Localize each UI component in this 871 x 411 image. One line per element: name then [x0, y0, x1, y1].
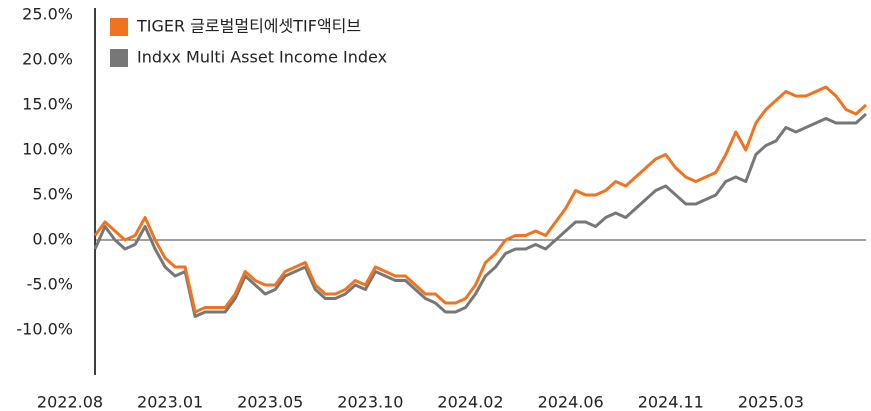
series-line: [93, 112, 868, 318]
series-line: [93, 85, 868, 314]
x-tick-label: 2023.01: [137, 393, 203, 411]
x-tick-label: 2025.03: [738, 393, 804, 411]
y-tick-label: 25.0%: [22, 5, 73, 24]
x-tick-label: 2023.05: [237, 393, 303, 411]
y-tick-label: -10.0%: [16, 320, 73, 339]
legend-label: Indxx Multi Asset Income Index: [137, 48, 387, 67]
legend-swatch: [110, 18, 128, 36]
y-tick-label: 20.0%: [22, 50, 73, 69]
x-tick-label: 2024.06: [538, 393, 604, 411]
legend-label: TIGER 글로벌멀티에셋TIF액티브: [136, 17, 361, 36]
x-tick-label: 2022.08: [37, 393, 103, 411]
x-tick-label: 2024.11: [638, 393, 704, 411]
legend-swatch: [110, 49, 128, 67]
y-tick-label: 0.0%: [32, 230, 73, 249]
y-tick-label: -5.0%: [27, 275, 73, 294]
y-tick-label: 5.0%: [32, 185, 73, 204]
x-tick-label: 2024.02: [437, 393, 503, 411]
y-tick-label: 15.0%: [22, 95, 73, 114]
y-tick-label: 10.0%: [22, 140, 73, 159]
x-tick-label: 2023.10: [337, 393, 403, 411]
